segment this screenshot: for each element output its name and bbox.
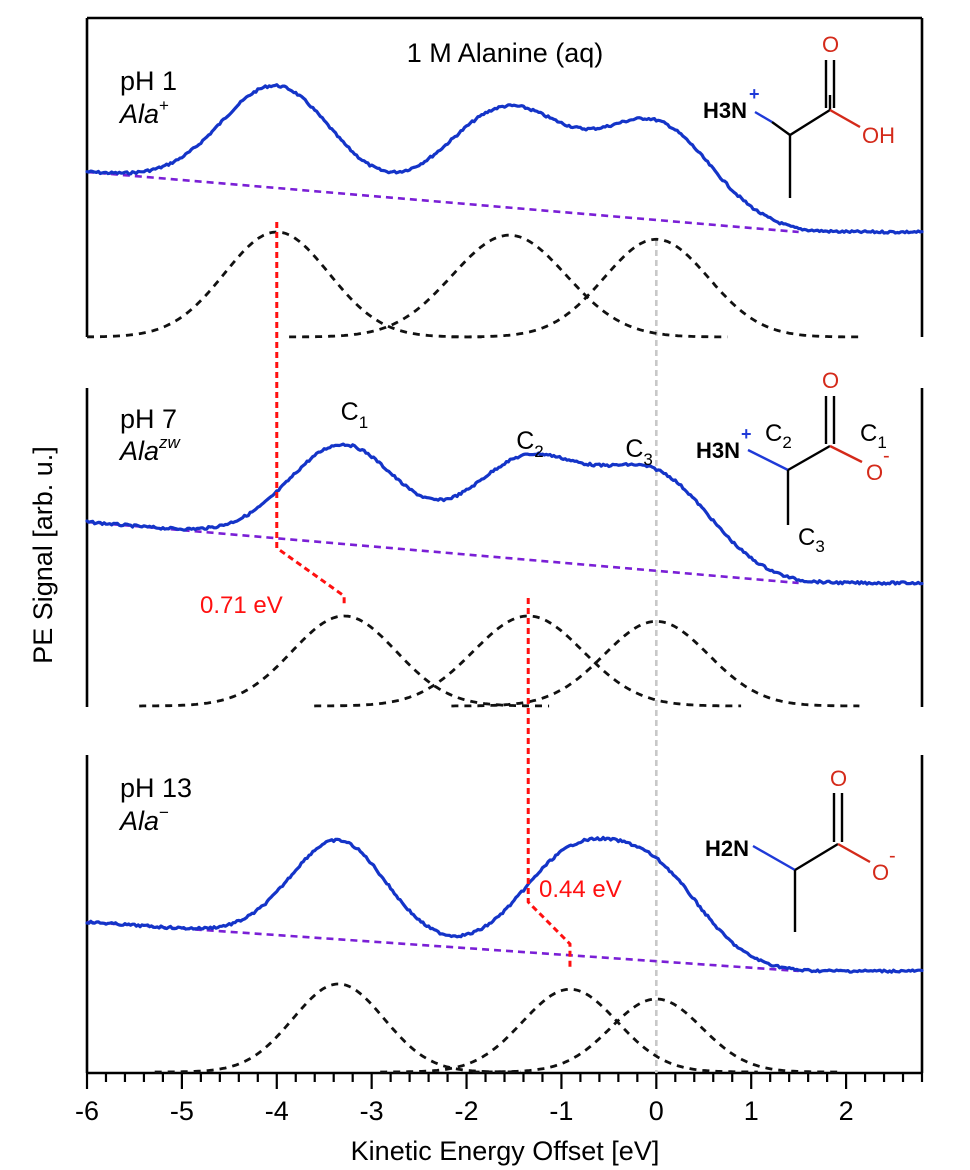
carboxylate-oxygen: O <box>866 460 883 485</box>
amine-charge: + <box>741 424 752 444</box>
amine-group-label: H2N <box>705 836 749 861</box>
x-tick-label: 2 <box>839 1096 854 1126</box>
x-tick-label: -3 <box>360 1096 384 1126</box>
ph1-label: pH 1 <box>120 66 177 96</box>
carbonyl-oxygen: O <box>830 766 847 791</box>
spectrum-curve <box>85 442 924 586</box>
ph13-label: pH 13 <box>120 773 192 803</box>
panel-frame-ph7 <box>85 388 924 707</box>
fit-peak-3 <box>451 237 860 339</box>
carboxylate-oxygen: O <box>872 860 889 885</box>
fit-peak-1 <box>139 614 550 708</box>
fit-peak-1 <box>86 230 482 339</box>
carboxylate-charge: - <box>889 845 896 867</box>
ph7-species: Alazw <box>118 433 182 466</box>
mol-c3-label: C3 <box>798 524 825 556</box>
amine-charge: + <box>749 84 760 104</box>
shift-label-071: 0.71 eV <box>200 592 283 619</box>
carbon-label-1: C1 <box>341 398 369 432</box>
carboxyl-shift-marker <box>275 222 346 604</box>
amine-group-label: H3N <box>703 98 747 123</box>
panel-ph1-plot <box>85 83 924 339</box>
molecule-anionic-alanine: H2N O O - <box>705 766 896 932</box>
carbonyl-oxygen: O <box>822 32 839 57</box>
shift-label-044: 0.44 eV <box>539 876 622 903</box>
carbon-label-3: C3 <box>625 435 653 469</box>
x-tick-label: -1 <box>549 1096 573 1126</box>
panel-ph7-plot <box>85 442 924 708</box>
fit-peak-2 <box>289 233 728 339</box>
background-line <box>86 170 799 234</box>
spectrum-curve <box>85 83 924 235</box>
fit-peak-3 <box>451 619 860 708</box>
mol-c1-label: C1 <box>860 420 887 452</box>
fit-peak-2 <box>380 987 758 1074</box>
hydroxyl-group: OH <box>862 123 895 148</box>
spectrum-curve <box>85 835 924 974</box>
x-axis: -6 -5 -4 -3 -2 -1 0 1 2 <box>75 1073 924 1126</box>
ph1-species: Ala+ <box>118 96 169 129</box>
background-line <box>86 520 799 585</box>
x-tick-label: -6 <box>75 1096 99 1126</box>
panel-ph13-plot <box>85 835 924 1074</box>
molecule-cationic-alanine: H3N + O OH <box>703 32 895 198</box>
ph13-species: Ala− <box>118 803 169 836</box>
x-tick-label: 0 <box>649 1096 664 1126</box>
x-tick-label: -5 <box>170 1096 194 1126</box>
x-axis-label: Kinetic Energy Offset [eV] <box>351 1136 660 1166</box>
x-tick-label: -2 <box>455 1096 479 1126</box>
ph7-label: pH 7 <box>120 404 177 434</box>
panel-frame-ph13 <box>85 755 924 1075</box>
fit-peak-1 <box>154 982 521 1074</box>
carbon-peak-labels: C1 C2 C3 <box>341 398 653 469</box>
x-tick-label: -4 <box>265 1096 289 1126</box>
molecule-zwitterionic-alanine: H3N + O O - C2 C1 C3 <box>696 368 890 556</box>
carbon-label-2: C2 <box>516 427 544 461</box>
amine-group-label: H3N <box>696 438 740 463</box>
x-tick-label: 1 <box>744 1096 759 1126</box>
background-line <box>86 920 799 973</box>
amine-shift-marker <box>526 598 572 968</box>
carboxylate-charge: - <box>883 445 890 467</box>
panel-frame-ph1 <box>85 16 924 337</box>
fit-peak-2 <box>314 614 742 708</box>
carbonyl-oxygen: O <box>822 368 839 393</box>
mol-c2-label: C2 <box>765 420 792 452</box>
chart-title: 1 M Alanine (aq) <box>407 38 604 68</box>
y-axis-label: PE Signal [arb. u.] <box>28 446 58 664</box>
